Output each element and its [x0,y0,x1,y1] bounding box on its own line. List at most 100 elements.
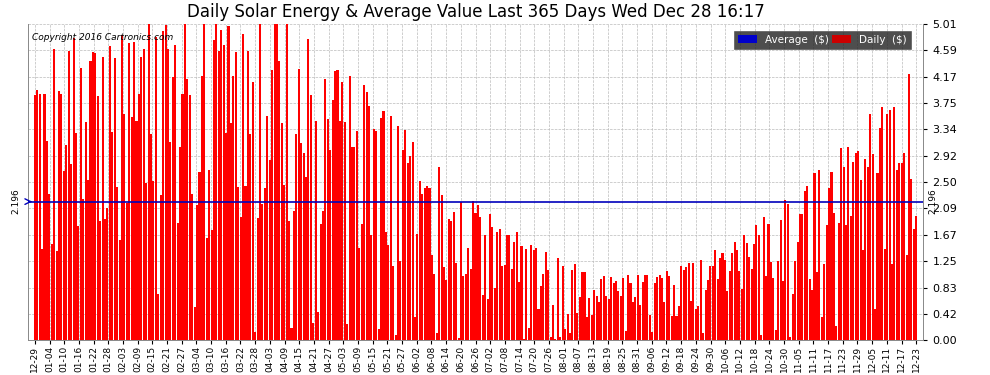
Bar [547,270,549,340]
Bar [373,129,375,340]
Bar [586,317,588,340]
Bar [360,224,362,340]
Bar [889,110,891,340]
Bar [826,225,828,340]
Bar [308,39,310,340]
Bar [330,150,332,340]
Bar [261,204,263,340]
Bar [46,141,48,340]
Bar [368,106,370,340]
Bar [680,266,682,340]
Bar [648,315,650,340]
Bar [849,216,851,340]
Bar [605,296,607,340]
Bar [70,164,72,340]
Bar [554,339,556,340]
Bar [380,118,382,340]
Bar [44,94,46,340]
Bar [263,188,266,340]
Bar [172,76,174,340]
Bar [613,283,615,340]
Bar [114,58,116,340]
Bar [484,235,486,340]
Bar [472,201,474,340]
Bar [346,324,348,340]
Bar [348,76,350,340]
Bar [741,289,742,340]
Bar [332,100,334,340]
Bar [836,326,838,340]
Bar [414,317,416,340]
Bar [700,260,702,340]
Bar [238,188,240,340]
Bar [501,266,503,340]
Bar [838,223,840,340]
Bar [334,71,336,340]
Bar [189,95,191,340]
Bar [363,85,365,340]
Bar [911,179,913,340]
Bar [637,275,639,340]
Bar [884,249,886,340]
Bar [719,258,721,340]
Bar [58,91,60,340]
Bar [690,301,692,340]
Bar [504,265,506,340]
Bar [610,277,612,340]
Bar [92,53,94,340]
Bar [327,119,329,340]
Bar [640,305,642,340]
Bar [278,61,280,340]
Bar [94,53,96,340]
Bar [55,251,57,340]
Bar [404,130,406,340]
Bar [179,147,181,340]
Bar [549,337,551,340]
Bar [370,235,372,340]
Bar [303,153,305,340]
Bar [552,305,554,340]
Bar [150,134,152,340]
Text: Copyright 2016 Cartronics.com: Copyright 2016 Cartronics.com [32,33,173,42]
Bar [544,252,546,340]
Bar [893,106,896,340]
Bar [141,57,143,340]
Bar [521,246,523,340]
Bar [159,195,161,340]
Bar [315,121,317,340]
Bar [523,339,525,340]
Bar [823,264,826,340]
Bar [896,170,898,340]
Bar [457,338,459,340]
Bar [104,219,106,340]
Bar [206,238,208,340]
Bar [627,276,629,340]
Bar [417,234,419,340]
Bar [593,290,595,340]
Bar [431,255,433,340]
Bar [295,134,297,340]
Bar [395,335,397,340]
Bar [583,272,585,340]
Bar [424,188,426,340]
Bar [717,279,719,340]
Bar [499,229,501,340]
Bar [365,92,367,340]
Bar [460,202,462,340]
Bar [312,323,314,340]
Bar [339,122,341,340]
Bar [174,45,176,340]
Bar [847,147,849,340]
Bar [164,25,166,340]
Bar [154,38,156,340]
Bar [143,49,145,340]
Bar [535,248,538,340]
Bar [474,213,476,340]
Bar [685,267,687,340]
Bar [293,211,295,340]
Bar [465,274,467,340]
Bar [762,217,764,340]
Bar [218,51,220,340]
Bar [670,316,672,340]
Bar [443,267,446,340]
